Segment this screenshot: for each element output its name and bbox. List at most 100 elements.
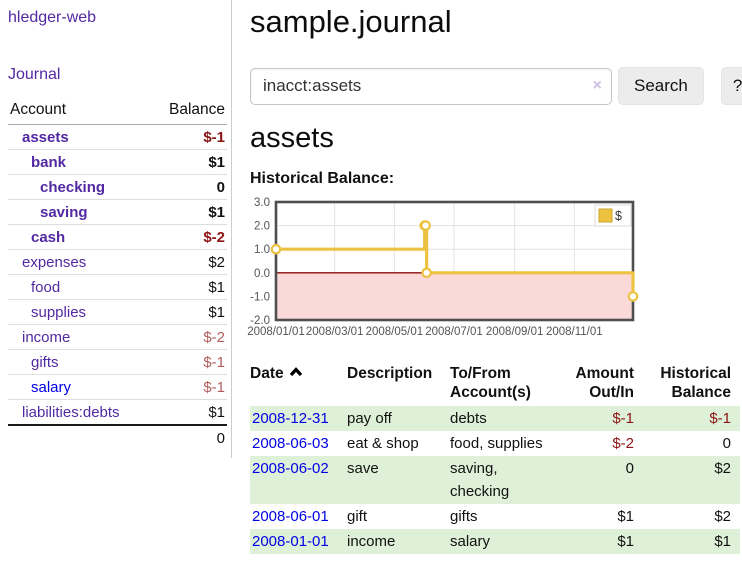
account-row: salary $-1 <box>8 374 227 400</box>
account-link[interactable]: checking <box>40 179 106 196</box>
data-point-marker <box>420 220 431 231</box>
legend-label: $ <box>615 209 622 223</box>
balance-value: $-1 <box>150 374 227 400</box>
accounts-header-account: Account <box>8 97 151 125</box>
account-link[interactable]: assets <box>22 129 69 146</box>
transaction-accounts: gifts <box>450 508 478 525</box>
search-form: × Search ? <box>250 67 742 105</box>
sidebar: hledger-web Journal Account Balance asse… <box>0 0 232 458</box>
historical-balance-chart: $3.0 2.0 1.0 0.0 -1.0 -2.0 2008/01/01 2008/03/0… <box>247 197 642 343</box>
y-axis-tick-label: -1.0 <box>250 291 270 303</box>
accounts-total-value: 0 <box>150 424 227 450</box>
transaction-accounts: food, supplies <box>450 435 543 452</box>
account-link[interactable]: liabilities:debts <box>22 404 120 421</box>
account-row: saving $1 <box>8 199 227 225</box>
transaction-amount: $-2 <box>612 435 634 452</box>
transaction-date-link[interactable]: 2008-06-03 <box>252 435 329 452</box>
transaction-balance: $2 <box>714 460 731 477</box>
tx-header-description: Description <box>347 365 433 382</box>
app-title-link[interactable]: hledger-web <box>8 9 97 26</box>
transaction-amount: 0 <box>625 460 634 477</box>
transactions-table: Date Description To/From Account(s) Amou… <box>250 364 740 554</box>
transaction-accounts: debts <box>450 410 487 427</box>
balance-value: $-2 <box>150 224 227 250</box>
journal-link[interactable]: Journal <box>8 66 61 83</box>
x-axis-tick-label: 2008/03/01 <box>306 326 364 338</box>
balance-value: $1 <box>150 199 227 225</box>
transaction-description: pay off <box>347 410 392 427</box>
transaction-description: eat & shop <box>347 435 419 452</box>
account-row: expenses $2 <box>8 249 227 275</box>
accounts-header-balance: Balance <box>150 97 227 125</box>
transaction-balance: $2 <box>714 508 731 525</box>
account-link[interactable]: income <box>22 329 71 346</box>
transaction-date-link[interactable]: 2008-12-31 <box>252 410 329 427</box>
tx-header-amount: Amount Out/In <box>575 365 634 401</box>
transaction-description: save <box>347 460 379 477</box>
plot-border <box>274 200 635 322</box>
transaction-row: 2008-06-02 save saving, checking 0 $2 <box>250 456 740 504</box>
account-row: food $1 <box>8 274 227 300</box>
chart-heading: Historical Balance: <box>250 170 395 187</box>
account-link[interactable]: cash <box>31 229 66 246</box>
y-axis-tick-label: 0.0 <box>254 268 270 280</box>
balance-value: $-1 <box>203 129 225 146</box>
balance-value: $-2 <box>150 324 227 350</box>
account-link[interactable]: saving <box>40 204 88 221</box>
clear-search-icon[interactable]: × <box>592 76 602 94</box>
page-title: sample.journal <box>250 4 452 39</box>
transaction-date-link[interactable]: 2008-01-01 <box>252 533 329 550</box>
transaction-date-link[interactable]: 2008-06-02 <box>252 460 329 477</box>
accounts-table: Account Balance assets $-1 bank $1 checking 0… <box>8 97 227 450</box>
negative-region <box>276 272 633 320</box>
account-link[interactable]: salary <box>31 379 72 396</box>
balance-value: $1 <box>150 299 227 325</box>
account-row: checking 0 <box>8 174 227 200</box>
x-axis-tick-label: 2008/01/01 <box>247 326 305 338</box>
transaction-row: 2008-06-03 eat & shop food, supplies $-2 0 <box>250 431 740 456</box>
accounts-header-row: Account Balance <box>8 97 227 125</box>
y-axis-tick-label: 1.0 <box>254 244 270 256</box>
account-link[interactable]: gifts <box>31 354 59 371</box>
y-axis-tick-label: -2.0 <box>250 315 270 327</box>
account-link[interactable]: food <box>31 279 61 296</box>
tx-header-date[interactable]: Date <box>250 364 347 406</box>
legend-swatch <box>598 208 613 223</box>
transaction-row: 2008-01-01 income salary $1 $1 <box>250 529 740 554</box>
account-link[interactable]: bank <box>31 154 67 171</box>
transaction-description: gift <box>347 508 368 525</box>
transaction-row: 2008-06-01 gift gifts $1 $2 <box>250 504 740 529</box>
transaction-row: 2008-12-31 pay off debts $-1 $-1 <box>250 406 740 431</box>
x-axis-tick-label: 2008/05/01 <box>366 326 424 338</box>
transaction-description: income <box>347 533 396 550</box>
balance-value: $1 <box>150 399 227 425</box>
x-axis-tick-label: 2008/07/01 <box>425 326 483 338</box>
transaction-amount: $1 <box>617 533 634 550</box>
tx-header-balance: Historical Balance <box>660 365 731 401</box>
balance-value: $2 <box>150 249 227 275</box>
transaction-date-link[interactable]: 2008-06-01 <box>252 508 329 525</box>
y-axis-tick-label: 2.0 <box>254 221 270 233</box>
help-button[interactable]: ? <box>720 67 742 105</box>
transaction-balance: $-1 <box>709 410 731 427</box>
search-input[interactable] <box>250 67 612 105</box>
data-point-marker <box>270 243 282 255</box>
account-row: assets $-1 <box>8 125 227 150</box>
account-link[interactable]: supplies <box>31 304 87 321</box>
transaction-accounts: salary <box>450 533 491 550</box>
account-link[interactable]: expenses <box>22 254 87 271</box>
balance-value: $-1 <box>150 349 227 375</box>
transaction-accounts: saving, checking <box>450 460 510 500</box>
search-button[interactable]: Search <box>618 67 704 105</box>
y-axis-tick-label: 3.0 <box>254 197 270 209</box>
account-row: bank $1 <box>8 149 227 175</box>
main-content: sample.journal × Search ? assets Histori… <box>247 0 742 554</box>
account-row: gifts $-1 <box>8 349 227 375</box>
x-axis-tick-label: 2008/11/01 <box>546 326 603 338</box>
account-row: supplies $1 <box>8 299 227 325</box>
transaction-balance: $1 <box>714 533 731 550</box>
sort-ascending-icon <box>289 364 303 381</box>
balance-value: 0 <box>150 174 227 200</box>
data-point-marker <box>421 267 432 279</box>
